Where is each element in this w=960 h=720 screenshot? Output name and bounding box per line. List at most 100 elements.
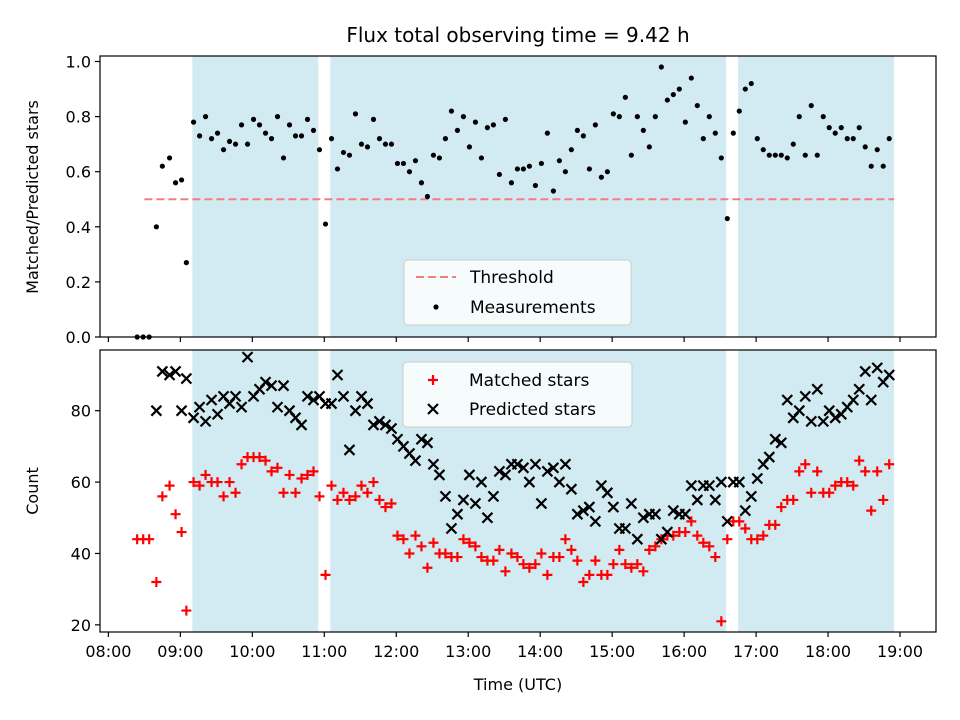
data-point — [493, 465, 506, 478]
bottom-panel: 20 40 60 80 08:00 09:00 10:00 11:00 12:00 13:00 14… — [71, 349, 937, 661]
data-point — [172, 180, 179, 186]
legend-predicted-swatch — [427, 403, 439, 415]
data-point — [280, 155, 287, 161]
data-point — [364, 144, 371, 150]
data-point — [872, 466, 883, 477]
data-point — [853, 383, 866, 396]
data-point — [682, 119, 688, 125]
data-point — [778, 152, 784, 158]
data-point — [842, 477, 853, 488]
data-point — [644, 544, 655, 555]
data-point — [193, 401, 206, 413]
data-point — [448, 108, 455, 114]
data-point — [430, 152, 437, 158]
data-point — [532, 182, 538, 189]
data-point — [565, 483, 578, 495]
data-point — [572, 555, 583, 566]
data-point — [592, 122, 598, 128]
data-point — [374, 494, 385, 505]
data-point — [784, 155, 790, 161]
y-tick-label: 20 — [71, 616, 91, 635]
data-point — [170, 509, 181, 520]
data-point — [328, 136, 335, 142]
data-point — [454, 127, 461, 133]
data-point — [865, 394, 878, 406]
data-point — [151, 577, 162, 588]
data-point — [661, 526, 674, 538]
data-point — [274, 114, 281, 120]
data-point — [314, 491, 325, 502]
data-point — [166, 155, 173, 161]
data-point — [183, 260, 189, 266]
data-point — [811, 383, 824, 396]
data-point — [868, 163, 874, 169]
shaded-interval-2 — [738, 350, 895, 632]
data-point — [337, 390, 350, 403]
data-point — [826, 125, 832, 131]
data-point — [790, 141, 796, 147]
data-point — [190, 119, 197, 125]
data-point — [481, 511, 494, 524]
legend-box — [402, 361, 633, 428]
data-point — [205, 394, 218, 406]
data-point — [793, 404, 806, 417]
data-point — [220, 147, 227, 153]
data-point — [862, 144, 868, 150]
data-point — [235, 401, 248, 413]
data-point — [883, 369, 895, 381]
data-point — [799, 390, 812, 403]
data-point — [751, 472, 764, 485]
x-tick-label: 08:00 — [85, 642, 131, 661]
axes-frame — [99, 349, 937, 633]
data-point — [484, 125, 491, 131]
data-point — [331, 369, 344, 381]
x-tick-label: 09:00 — [157, 642, 203, 661]
data-point — [769, 433, 782, 446]
data-point — [320, 569, 331, 580]
data-point — [416, 541, 427, 552]
data-point — [424, 193, 431, 200]
data-point — [604, 169, 610, 175]
data-point — [734, 516, 745, 527]
data-point — [658, 64, 664, 70]
data-point — [512, 552, 523, 563]
data-point — [398, 534, 409, 545]
data-point — [736, 108, 742, 114]
data-point — [236, 459, 247, 470]
data-point — [386, 498, 397, 509]
data-point — [156, 365, 169, 378]
chart-title: Flux total observing time = 9.42 h — [346, 23, 689, 47]
data-point — [199, 415, 212, 428]
data-point — [808, 102, 814, 109]
data-point — [361, 397, 374, 410]
data-point — [880, 163, 886, 169]
data-point — [266, 466, 277, 477]
data-point — [469, 497, 482, 510]
data-point — [832, 130, 838, 136]
data-point — [256, 122, 263, 128]
data-point — [716, 616, 727, 627]
data-point — [535, 497, 548, 510]
data-point — [619, 522, 632, 535]
data-point — [724, 215, 730, 222]
data-point — [346, 152, 353, 158]
data-point — [601, 487, 614, 499]
data-point — [806, 487, 817, 498]
data-point — [730, 130, 736, 136]
data-point — [632, 559, 643, 570]
data-point — [886, 136, 892, 142]
data-point — [700, 136, 706, 142]
x-tick-label: 11:00 — [301, 642, 347, 661]
data-point — [472, 119, 479, 125]
data-point — [598, 174, 604, 180]
x-tick-label: 16:00 — [661, 642, 707, 661]
data-point — [703, 479, 716, 492]
data-point — [296, 473, 307, 484]
y-tick-label: 0.6 — [66, 163, 91, 182]
data-point — [272, 462, 283, 473]
x-tick-label: 10:00 — [229, 642, 275, 661]
data-point — [412, 158, 419, 164]
data-point — [488, 555, 499, 566]
data-point — [679, 508, 692, 520]
data-point — [817, 415, 830, 428]
